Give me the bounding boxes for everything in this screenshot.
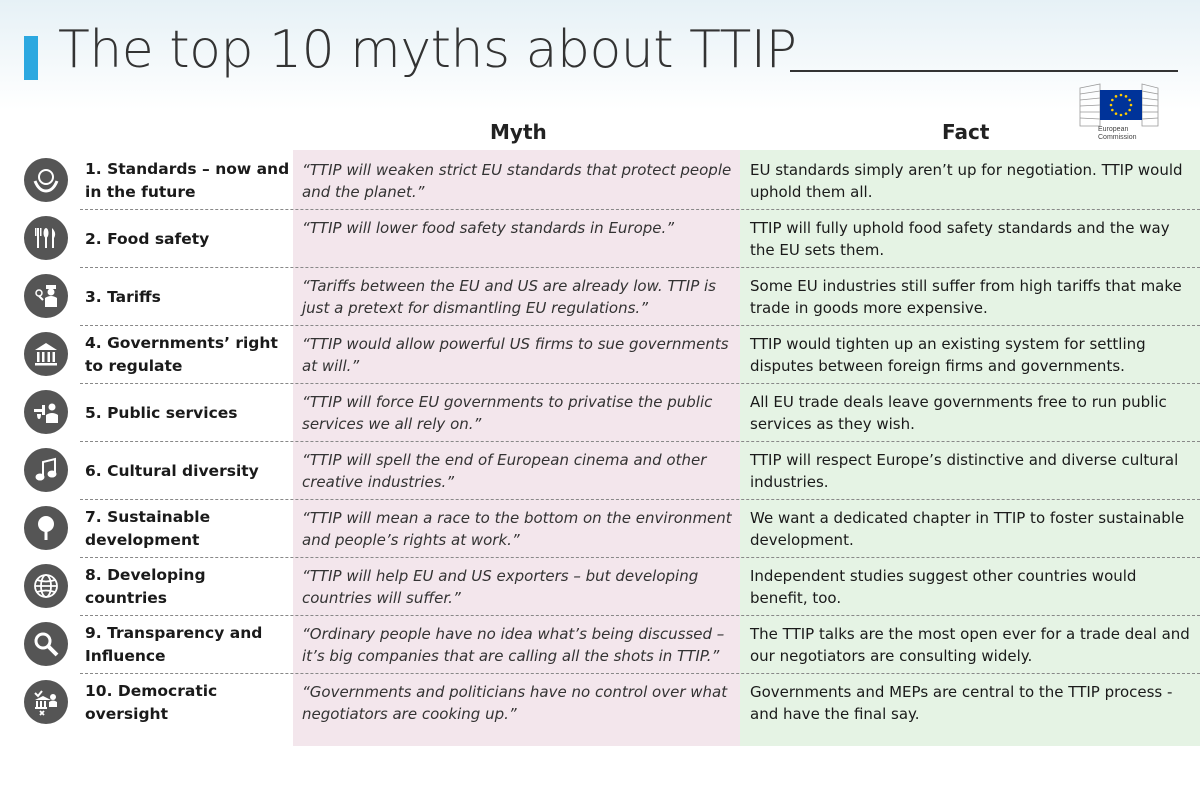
eu-star [1124, 112, 1128, 115]
cutlery-icon [24, 216, 68, 260]
table-row: 4. Governments’ right to regulate “TTIP … [0, 326, 1200, 384]
row-fact: We want a dedicated chapter in TTIP to f… [750, 509, 1185, 549]
title-rule [790, 70, 1178, 72]
globe-hands-icon [24, 158, 68, 202]
customs-officer-icon [24, 274, 68, 318]
row-myth: “Tariffs between the EU and US are alrea… [302, 277, 716, 317]
table-row: 6. Cultural diversity “TTIP will spell t… [0, 442, 1200, 500]
globe-icon [24, 564, 68, 608]
eu-star [1119, 93, 1123, 97]
row-fact: TTIP would tighten up an existing system… [750, 335, 1146, 375]
row-myth: “TTIP will weaken strict EU standards th… [302, 161, 732, 201]
table-row: 1. Standards – now and in the future “TT… [0, 152, 1200, 210]
row-topic: 9. Transparency and Influence [85, 624, 263, 665]
table-row: 7. Sustainable development “TTIP will me… [0, 500, 1200, 558]
eu-star [1124, 95, 1128, 98]
democratic-vote-icon [24, 680, 68, 724]
row-topic: 5. Public services [85, 403, 238, 422]
table-row: 5. Public services “TTIP will force EU g… [0, 384, 1200, 442]
public-services-icon [24, 390, 68, 434]
music-note-icon [24, 448, 68, 492]
myth-header: Myth [490, 120, 547, 144]
table-row: 10. Democratic oversight “Governments an… [0, 674, 1200, 732]
row-topic: 3. Tariffs [85, 287, 161, 306]
table-row: 3. Tariffs “Tariffs between the EU and U… [0, 268, 1200, 326]
fact-header: Fact [942, 120, 990, 144]
magnifier-icon [24, 622, 68, 666]
row-myth: “TTIP would allow powerful US firms to s… [302, 335, 729, 375]
table-row: 8. Developing countries “TTIP will help … [0, 558, 1200, 616]
eu-star [1128, 98, 1131, 102]
row-fact: Independent studies suggest other countr… [750, 567, 1137, 607]
row-myth: “TTIP will mean a race to the bottom on … [302, 509, 732, 549]
fact-column [740, 150, 1200, 746]
eu-star [1111, 108, 1114, 112]
tree-icon [24, 506, 68, 550]
myth-column [293, 150, 740, 746]
row-fact: Governments and MEPs are central to the … [750, 683, 1173, 723]
row-myth: “TTIP will force EU governments to priva… [302, 393, 713, 433]
eu-star [1114, 112, 1118, 115]
row-myth: “Governments and politicians have no con… [302, 683, 728, 723]
row-myth: “Ordinary people have no idea what’s bei… [302, 625, 725, 665]
table-row: 9. Transparency and Influence “Ordinary … [0, 616, 1200, 674]
row-topic: 4. Governments’ right to regulate [85, 334, 278, 375]
row-fact: EU standards simply aren’t up for negoti… [750, 161, 1183, 201]
table-row: 2. Food safety “TTIP will lower food saf… [0, 210, 1200, 268]
eu-star [1111, 98, 1114, 102]
row-myth: “TTIP will spell the end of European cin… [302, 451, 707, 491]
page-title: The top 10 myths about TTIP [58, 20, 797, 80]
title-accent-bar [24, 36, 38, 80]
row-fact: Some EU industries still suffer from hig… [750, 277, 1182, 317]
eu-star [1119, 113, 1123, 117]
eu-star [1128, 108, 1131, 112]
row-fact: All EU trade deals leave governments fre… [750, 393, 1167, 433]
european-commission-logo [1079, 83, 1159, 127]
row-topic: 8. Developing countries [85, 566, 206, 607]
row-topic: 2. Food safety [85, 229, 210, 248]
row-topic: 6. Cultural diversity [85, 461, 259, 480]
row-myth: “TTIP will lower food safety standards i… [302, 219, 675, 237]
row-fact: TTIP will fully uphold food safety stand… [750, 219, 1170, 259]
eu-star [1114, 95, 1118, 98]
eu-star [1129, 103, 1133, 107]
row-fact: The TTIP talks are the most open ever fo… [750, 625, 1190, 665]
row-topic: 1. Standards – now and in the future [85, 160, 290, 201]
logo-text: European Commission [1098, 126, 1137, 141]
row-myth: “TTIP will help EU and US exporters – bu… [302, 567, 699, 607]
government-building-icon [24, 332, 68, 376]
row-topic: 10. Democratic oversight [85, 682, 218, 723]
eu-star [1109, 103, 1113, 107]
row-fact: TTIP will respect Europe’s distinctive a… [750, 451, 1179, 491]
row-topic: 7. Sustainable development [85, 508, 211, 549]
